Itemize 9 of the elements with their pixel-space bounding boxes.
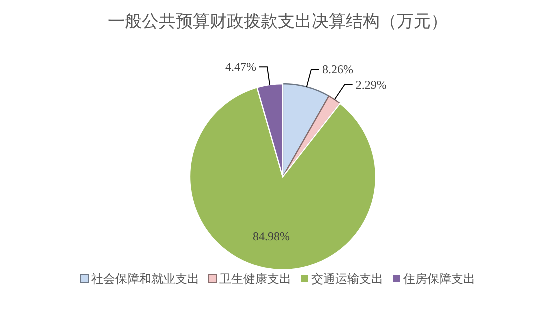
chart-title: 一般公共预算财政拨款支出决算结构（万元）	[108, 12, 448, 32]
legend-label: 交通运输支出	[312, 272, 384, 286]
legend-label: 卫生健康支出	[220, 272, 292, 286]
data-label: 8.26%	[322, 62, 354, 77]
legend-label: 住房保障支出	[402, 272, 476, 286]
data-label: 2.29%	[356, 78, 387, 92]
data-label: 4.47%	[225, 60, 256, 74]
legend-label: 社会保障和就业支出	[92, 272, 200, 286]
data-label: 84.98%	[253, 229, 290, 244]
